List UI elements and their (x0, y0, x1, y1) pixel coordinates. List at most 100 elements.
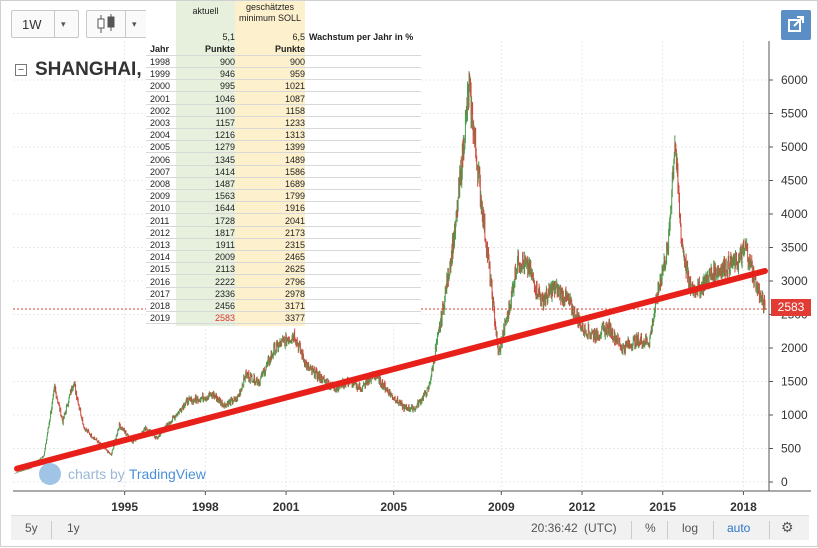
table-row: 2018 2456 3171 (146, 300, 421, 312)
y-tick-label: 5000 (781, 140, 808, 154)
table-row: 2014 2009 2465 (146, 251, 421, 264)
divider (146, 237, 421, 239)
table-row: 2010 1644 1916 (146, 202, 421, 215)
cell-actual: 2583 (214, 313, 235, 324)
cell-soll: 2315 (284, 240, 305, 250)
cell-year: 1999 (150, 69, 171, 80)
header-actual: aktuell (192, 6, 219, 16)
chart-style-button[interactable]: ▾ (86, 10, 150, 38)
time-axis[interactable]: 1995 1998 2001 2005 2009 2012 2015 2018 (111, 491, 757, 514)
growth-label: Wachstum per Jahr in % (309, 32, 414, 42)
divider (631, 521, 632, 539)
interval-selector[interactable]: 1W ▾ (11, 10, 79, 38)
cell-actual: 2336 (214, 288, 235, 299)
divider (769, 521, 770, 539)
x-tick-label: 2012 (569, 500, 596, 514)
cell-actual: 1279 (214, 142, 235, 153)
divider (146, 103, 421, 105)
cell-year: 2019 (150, 313, 171, 324)
divider (146, 67, 421, 68)
chevron-down-icon: ▾ (132, 18, 137, 29)
gear-icon[interactable]: ⚙ (781, 519, 794, 535)
divider (667, 521, 668, 539)
cell-soll: 2796 (284, 276, 305, 287)
divider (146, 91, 421, 93)
candlestick-icon (97, 14, 115, 33)
divider (146, 311, 421, 312)
table-row: 2000 995 1021 (146, 80, 421, 93)
table-row: 2019 2583 3377 (146, 312, 421, 325)
table-row: 2011 1728 2041 (146, 215, 421, 227)
divider (146, 286, 421, 288)
growth-table: aktuell geschätztes minimum SOLL 5,1 6,5… (146, 1, 421, 326)
col-year: Jahr (150, 44, 170, 54)
x-tick-label: 1995 (111, 500, 138, 514)
divider (713, 521, 714, 539)
chevron-down-icon: ▾ (61, 18, 66, 29)
divider (146, 176, 421, 178)
popout-button[interactable] (781, 10, 811, 40)
cell-year: 2010 (150, 203, 171, 214)
range-5y-button[interactable]: 5y (25, 521, 38, 535)
cell-soll: 1586 (284, 166, 305, 177)
cell-actual: 1046 (214, 93, 235, 104)
watermark-by: charts by (68, 466, 125, 482)
cell-year: 2015 (150, 264, 171, 275)
header-soll-line2: minimum SOLL (238, 13, 301, 23)
divider (146, 115, 421, 117)
table-row: 2004 1216 1313 (146, 129, 421, 142)
cell-soll: 2041 (284, 215, 305, 226)
percent-scale-button[interactable]: % (645, 521, 656, 535)
cell-year: 2017 (150, 288, 171, 299)
cell-soll: 3377 (284, 313, 305, 324)
cell-year: 2018 (150, 301, 171, 311)
divider (146, 250, 421, 251)
log-scale-button[interactable]: log (682, 521, 699, 535)
cell-soll: 2173 (284, 227, 305, 238)
range-1y-button[interactable]: 1y (67, 521, 80, 535)
divider (125, 11, 126, 37)
auto-scale-button[interactable]: auto (727, 521, 751, 535)
timezone-button[interactable]: (UTC) (584, 521, 617, 535)
table-row: 2013 1911 2315 (146, 239, 421, 251)
cell-actual: 2456 (214, 301, 235, 311)
table-row: 2008 1487 1689 (146, 178, 421, 190)
collapse-legend-button[interactable]: − (15, 64, 27, 76)
cell-actual: 995 (219, 81, 235, 92)
interval-label: 1W (22, 16, 42, 32)
cell-actual: 1100 (215, 105, 235, 116)
divider (146, 323, 421, 325)
last-price-label: 2583 (771, 299, 811, 316)
cell-year: 2001 (150, 93, 171, 104)
tradingview-watermark[interactable]: charts by TradingView (39, 463, 206, 485)
cell-soll: 1087 (284, 93, 305, 104)
divider (146, 189, 421, 190)
cell-actual: 1216 (214, 130, 235, 141)
table-row: 2016 2222 2796 (146, 276, 421, 288)
divider (146, 55, 421, 56)
divider (146, 201, 421, 203)
divider (146, 164, 421, 166)
cell-actual: 1414 (214, 166, 235, 177)
table-row: 2015 2113 2625 (146, 263, 421, 276)
cell-year: 2003 (150, 118, 171, 128)
col-points-actual: Punkte (204, 44, 235, 54)
growth-soll: 6,5 (292, 32, 305, 42)
cell-soll: 1799 (284, 191, 305, 202)
table-row: 2001 1046 1087 (146, 93, 421, 105)
watermark-brand: TradingView (128, 466, 206, 482)
cell-actual: 2113 (215, 264, 235, 275)
cell-year: 2006 (150, 154, 171, 165)
cell-soll: 3171 (284, 301, 305, 311)
cell-actual: 1817 (214, 227, 235, 238)
table-row: 1999 946 959 (146, 68, 421, 81)
cell-actual: 2222 (214, 276, 235, 287)
y-tick-label: 0 (781, 475, 788, 489)
header-soll: geschätztes minimum SOLL (235, 2, 305, 24)
table-row: 2017 2336 2978 (146, 288, 421, 300)
header-soll-line1: geschätztes (245, 2, 295, 12)
x-tick-label: 2005 (380, 500, 407, 514)
price-axis[interactable]: 0500100015002000250030003500400045005000… (769, 73, 808, 489)
y-tick-label: 4000 (781, 207, 808, 221)
